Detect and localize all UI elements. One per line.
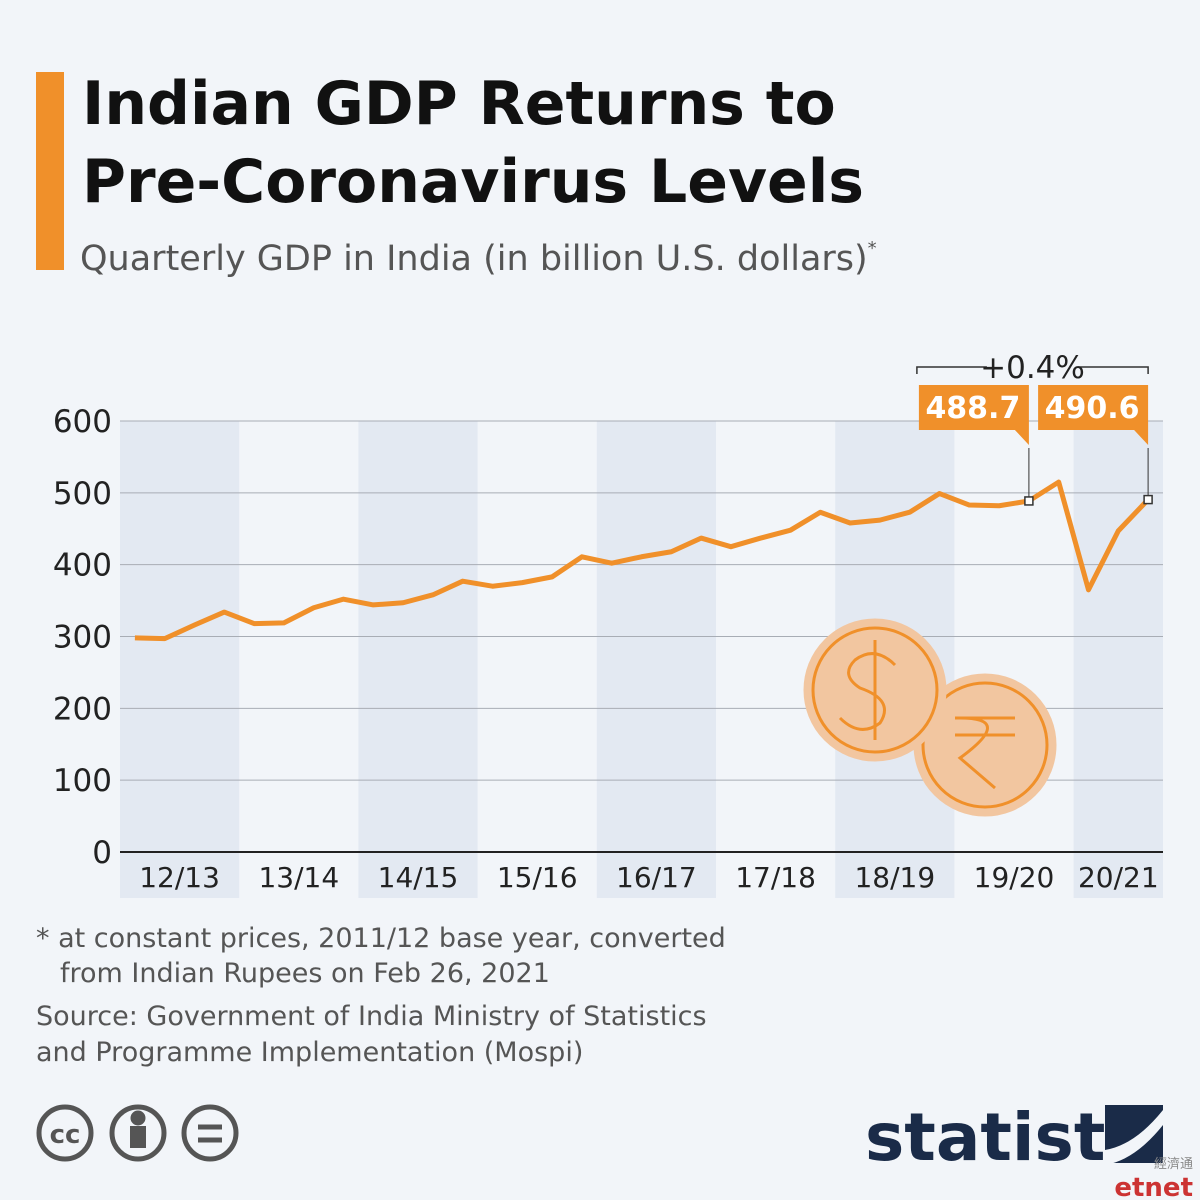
x-tick-label: 18/19: [854, 861, 935, 894]
y-tick-label: 200: [53, 691, 112, 727]
x-tick-label: 16/17: [616, 861, 697, 894]
x-tick-label: 20/21: [1078, 861, 1159, 894]
callout-box: [918, 385, 1029, 445]
x-tick-label: 19/20: [974, 861, 1055, 894]
point-marker: [1024, 496, 1034, 506]
subtitle-mark: *: [868, 238, 877, 259]
x-tick-label: 14/15: [378, 861, 459, 894]
x-tick-label: 13/14: [258, 861, 339, 894]
year-band: [358, 421, 478, 898]
x-tick-label: 15/16: [497, 861, 578, 894]
data-label: 490.6: [1045, 391, 1140, 426]
year-band: [596, 421, 716, 898]
data-label: 488.7: [925, 391, 1020, 426]
brand: statista: [865, 1099, 1150, 1176]
subtitle-text: Quarterly GDP in India (in billion U.S. …: [80, 239, 868, 279]
annotation: +0.4%: [980, 350, 1085, 386]
footnote: from Indian Rupees on Feb 26, 2021: [60, 958, 550, 989]
source: and Programme Implementation (Mospi): [36, 1037, 583, 1068]
year-band: [120, 421, 240, 898]
y-tick-label: 600: [53, 404, 112, 440]
watermark: etnet: [1114, 1173, 1193, 1200]
x-tick-label: 12/13: [139, 861, 220, 894]
y-tick-label: 0: [92, 835, 112, 871]
annotation-bracket: [916, 366, 1149, 374]
watermark: 經濟通: [1154, 1156, 1193, 1172]
accent-bar: [36, 72, 64, 270]
chart-title: Pre-Coronavirus Levels: [82, 147, 864, 217]
y-tick-label: 400: [53, 548, 112, 584]
coins-illustration: [803, 618, 1057, 817]
brand-icon: [1105, 1105, 1163, 1165]
svg-text:cc: cc: [50, 1120, 81, 1150]
line-series: [134, 479, 1150, 642]
callout-box: [1038, 385, 1149, 445]
y-tick-label: 300: [53, 620, 112, 656]
x-tick-label: 17/18: [735, 861, 816, 894]
subtitle: Quarterly GDP in India (in billion U.S. …: [80, 238, 877, 279]
point-marker: [1143, 494, 1153, 505]
y-tick-label: 100: [53, 763, 112, 799]
y-tick-label: 500: [53, 476, 112, 512]
license-icons: cc: [36, 1104, 239, 1162]
source: Source: Government of India Ministry of …: [36, 1001, 707, 1032]
footnote: * at constant prices, 2011/12 base year,…: [36, 923, 726, 954]
chart-title: Indian GDP Returns to: [82, 69, 836, 139]
